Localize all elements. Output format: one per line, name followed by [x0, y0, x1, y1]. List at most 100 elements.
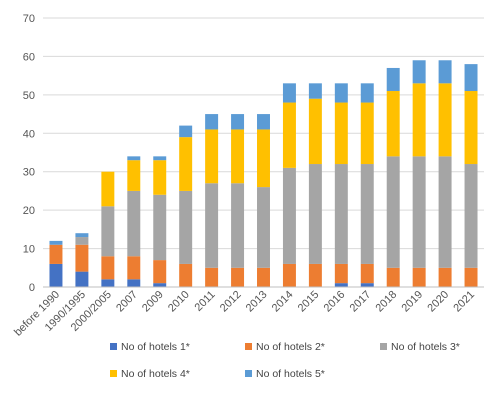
bar-segment-5-star — [438, 60, 452, 84]
bar-segment-4-star — [438, 83, 452, 157]
bar-segment-4-star — [179, 137, 193, 191]
bar-segment-2-star — [49, 244, 63, 264]
bar-segment-4-star — [231, 129, 245, 184]
legend-swatch — [245, 370, 252, 377]
bar-segment-5-star — [412, 60, 426, 84]
bar-segment-3-star — [386, 156, 400, 268]
bar-segment-4-star — [205, 129, 219, 184]
bar-segment-2-star — [231, 267, 245, 287]
bar-segment-2-star — [412, 267, 426, 287]
bar-segment-1-star — [360, 283, 374, 287]
bar-segment-2-star — [308, 263, 322, 287]
bar-segment-3-star — [153, 194, 167, 261]
bar-segment-4-star — [464, 91, 478, 165]
bar-segment-4-star — [101, 171, 115, 207]
bar-segment-3-star — [101, 206, 115, 257]
x-tick-label: 2011 — [193, 289, 218, 314]
bar-segment-5-star — [205, 114, 219, 130]
x-tick-label: 2020 — [425, 289, 451, 315]
legend-item: No of hotels 4* — [110, 368, 190, 380]
bar-segment-4-star — [127, 160, 141, 191]
bar-segment-4-star — [386, 91, 400, 157]
bar-segment-3-star — [412, 156, 426, 268]
x-tick-label: 2009 — [140, 289, 166, 315]
bar-segment-1-star — [127, 279, 141, 287]
y-tick-label: 10 — [23, 244, 35, 256]
legend-item: No of hotels 2* — [245, 341, 325, 353]
bar-segment-3-star — [257, 187, 270, 268]
y-tick-label: 50 — [23, 90, 35, 102]
bar-segment-4-star — [153, 160, 167, 195]
bar-segment-5-star — [360, 83, 374, 103]
bar-segment-5-star — [153, 156, 167, 161]
legend-item: No of hotels 5* — [245, 368, 325, 380]
bar-segment-4-star — [412, 83, 426, 157]
bar-segment-2-star — [334, 263, 348, 284]
bar-segment-3-star — [334, 164, 348, 264]
bar-segment-5-star — [179, 125, 193, 138]
bar-segment-5-star — [386, 67, 400, 92]
bar-segment-5-star — [334, 83, 348, 103]
bar-segment-5-star — [257, 114, 270, 130]
bar-segment-3-star — [282, 167, 296, 264]
y-tick-label: 70 — [23, 13, 35, 25]
bar-segment-2-star — [386, 267, 400, 287]
legend-item: No of hotels 1* — [110, 341, 190, 353]
bar-segment-4-star — [282, 102, 296, 168]
bar-segment-3-star — [464, 164, 478, 268]
bar-segment-5-star — [49, 240, 63, 245]
bar-segment-2-star — [75, 244, 89, 272]
bars — [49, 60, 478, 287]
x-tick-label: 2019 — [399, 289, 425, 315]
x-tick-label: 2010 — [166, 289, 192, 315]
bar-segment-2-star — [360, 263, 374, 284]
legend-label: No of hotels 5* — [256, 368, 325, 380]
legend-label: No of hotels 3* — [391, 341, 460, 353]
legend-swatch — [110, 370, 117, 377]
y-tick-label: 40 — [23, 128, 35, 140]
bar-segment-2-star — [257, 267, 270, 287]
x-tick-label: 2017 — [348, 289, 374, 315]
bar-segment-3-star — [231, 183, 245, 268]
bar-segment-5-star — [127, 156, 141, 161]
bar-segment-3-star — [438, 156, 452, 268]
bar-segment-2-star — [127, 256, 141, 280]
x-tick-label: 2015 — [296, 289, 322, 315]
bar-segment-2-star — [464, 267, 478, 287]
bar-segment-4-star — [334, 102, 348, 165]
bar-segment-5-star — [282, 83, 296, 103]
bar-segment-2-star — [205, 267, 219, 287]
y-tick-label: 60 — [23, 51, 35, 63]
bar-segment-1-star — [49, 263, 63, 287]
bar-segment-1-star — [101, 279, 115, 287]
bar-segment-3-star — [179, 190, 193, 264]
y-tick-label: 20 — [23, 205, 35, 217]
legend-swatch — [380, 343, 387, 350]
legend-item: No of hotels 3* — [380, 341, 460, 353]
bar-segment-3-star — [127, 190, 141, 257]
bar-segment-4-star — [257, 129, 270, 188]
bar-segment-5-star — [75, 233, 89, 238]
bar-segment-5-star — [464, 64, 478, 92]
bar-segment-1-star — [153, 283, 167, 287]
bar-segment-1-star — [75, 271, 89, 287]
bar-segment-5-star — [308, 83, 322, 99]
bar-segment-2-star — [179, 263, 193, 287]
bar-segment-3-star — [360, 164, 374, 264]
x-tick-label: 2007 — [114, 289, 140, 315]
bar-segment-3-star — [308, 164, 322, 264]
x-tick-label: 2012 — [218, 289, 244, 315]
x-tick-label: 2014 — [270, 289, 296, 315]
bar-segment-5-star — [231, 114, 245, 130]
legend-swatch — [245, 343, 252, 350]
x-tick-label: 2016 — [322, 289, 348, 315]
bar-segment-2-star — [438, 267, 452, 287]
bar-segment-4-star — [308, 98, 322, 165]
bar-segment-2-star — [153, 260, 167, 284]
x-tick-label: 2018 — [374, 289, 400, 315]
legend-label: No of hotels 2* — [256, 341, 325, 353]
legend-label: No of hotels 1* — [121, 341, 190, 353]
legend: No of hotels 1* No of hotels 2* No of hote… — [110, 341, 460, 380]
legend-label: No of hotels 4* — [121, 368, 190, 380]
